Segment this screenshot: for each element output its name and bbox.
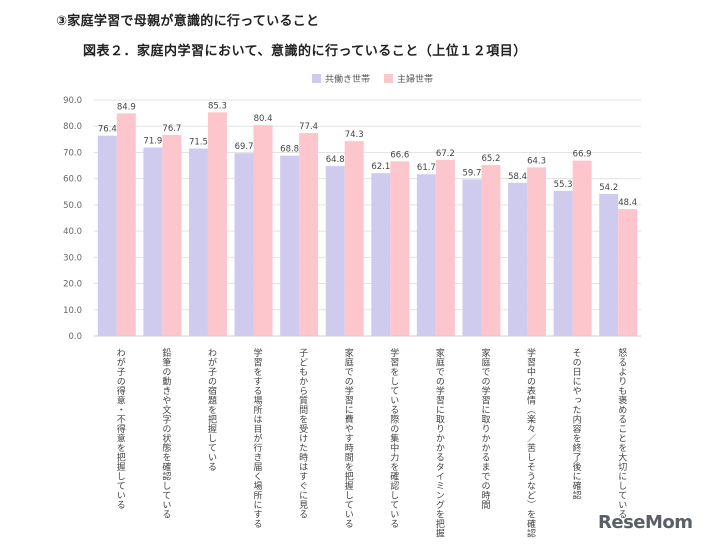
bar (416, 174, 436, 336)
bar (344, 141, 364, 336)
legend-item-housewife: 主婦世帯 (384, 72, 433, 85)
legend-swatch-dual-income (312, 74, 321, 83)
data-label: 74.3 (345, 130, 364, 140)
data-label: 64.8 (326, 155, 345, 165)
data-label: 84.9 (117, 102, 136, 112)
x-tick-label: 学習をしている際の集中力を確認している (388, 347, 399, 529)
x-tick-label: 鉛筆の動きや文字の状態を確認している (160, 347, 171, 519)
y-tick-label: 90.0 (63, 96, 82, 106)
bar (390, 161, 410, 336)
bar (462, 179, 482, 336)
x-tick-label: 学習中の表情（楽々／苦しそうなど）を確認 (525, 347, 536, 539)
data-label: 71.9 (143, 136, 162, 146)
legend-swatch-housewife (384, 74, 394, 83)
data-label: 61.7 (417, 163, 436, 173)
y-tick-label: 60.0 (63, 175, 82, 185)
bar (162, 134, 182, 336)
resemom-logo: ReseMom (598, 512, 693, 533)
y-tick-label: 50.0 (63, 201, 82, 211)
bar (280, 155, 300, 336)
x-tick-label: 家庭での学習に取りかかるまでの時間 (479, 347, 490, 510)
section-heading: ③家庭学習で母親が意識的に行っていること (56, 14, 320, 29)
chart-legend: 共働き世帯 主婦世帯 (312, 72, 433, 85)
bar (618, 209, 638, 336)
data-label: 66.6 (390, 150, 409, 160)
data-label: 76.4 (98, 125, 117, 135)
x-tick-label: 家庭での学習に費やす時間を把握している (343, 347, 354, 529)
bar (508, 182, 528, 336)
bar (253, 125, 273, 336)
data-label: 55.3 (554, 180, 573, 190)
data-label: 80.4 (254, 114, 273, 124)
data-label: 48.4 (618, 198, 637, 208)
bar (299, 133, 319, 336)
bar (572, 160, 592, 336)
x-tick-label: 家庭での学習に取りかかるタイミングを把握 (434, 347, 445, 539)
bar (188, 148, 208, 336)
data-label: 71.5 (189, 138, 208, 148)
bar (325, 166, 345, 336)
bar (553, 190, 573, 336)
x-tick-label: わが子の得意・不得意を把握している (115, 348, 126, 510)
x-tick-label: 学習をする場所は目が行き届く場所にする (252, 347, 263, 529)
y-tick-label: 70.0 (63, 148, 82, 158)
data-label: 67.2 (436, 149, 455, 159)
chart-title: 図表２．家庭内学習において、意識的に行っていること（上位１２項目） (83, 44, 527, 59)
y-tick-label: 10.0 (63, 306, 82, 316)
data-label: 58.4 (508, 172, 527, 182)
legend-label-housewife: 主婦世帯 (397, 75, 434, 85)
bar (599, 193, 619, 336)
bar (97, 135, 117, 336)
y-tick-label: 20.0 (63, 280, 82, 290)
bar (116, 113, 136, 336)
bar (207, 112, 227, 336)
data-label: 76.7 (162, 124, 181, 134)
y-tick-label: 40.0 (63, 227, 82, 237)
data-label: 77.4 (299, 122, 318, 132)
data-label: 64.3 (527, 156, 546, 166)
bar (371, 173, 391, 336)
data-label: 62.1 (371, 162, 390, 172)
bar (527, 167, 547, 336)
bar (234, 153, 254, 336)
data-label: 69.7 (235, 142, 254, 152)
data-label: 54.2 (599, 183, 618, 193)
bar (435, 159, 455, 336)
data-label: 59.7 (462, 168, 481, 178)
x-tick-label: わが子の宿題を把握している (206, 348, 217, 472)
y-tick-label: 30.0 (63, 253, 82, 263)
data-label: 65.2 (481, 154, 500, 164)
x-tick-label: その日にやった内容を終了後に確認 (571, 348, 582, 501)
data-label: 68.8 (280, 145, 299, 155)
y-tick-label: 80.0 (63, 122, 82, 132)
x-tick-label: 怒るよりも褒めることを大切にしている (616, 347, 627, 519)
x-tick-label: 子どもから質問を受けた時はすぐに見る (297, 348, 308, 519)
bar (481, 165, 501, 336)
y-tick-label: 0.0 (68, 332, 82, 342)
data-label: 85.3 (208, 101, 227, 111)
legend-label-dual-income: 共働き世帯 (325, 75, 371, 85)
data-label: 66.9 (573, 150, 592, 160)
legend-item-dual-income: 共働き世帯 (312, 72, 370, 85)
bar (143, 147, 163, 336)
